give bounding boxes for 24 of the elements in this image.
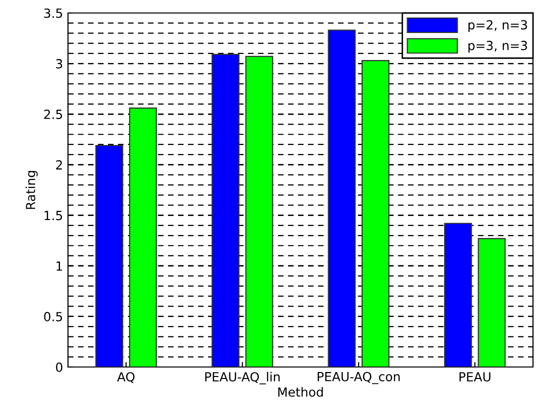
y-tick-label: 1.5 (44, 210, 62, 220)
y-tick-label: 0 (56, 362, 62, 372)
y-tick-label: 3 (56, 59, 62, 68)
x-axis-title: Method (278, 387, 323, 397)
x-tick-label: PEAU-AQ_con (318, 372, 400, 384)
legend-label: p=3, n=3 (468, 40, 527, 53)
bar (328, 30, 356, 367)
y-tick-label: 2 (56, 160, 62, 170)
x-tick-label: PEAU (460, 372, 490, 382)
legend-label: p=2, n=3 (468, 20, 527, 32)
x-tick-label: PEAU-AQ_lin (205, 372, 280, 384)
bar (212, 54, 240, 367)
bar (95, 144, 124, 367)
bar (245, 56, 274, 367)
bar (478, 238, 506, 367)
x-tick-label: AQ (117, 372, 135, 383)
bar (444, 222, 472, 367)
y-tick-label: 3.5 (44, 8, 62, 18)
y-tick-label: 0.5 (44, 312, 62, 322)
y-axis-title: Rating (26, 170, 38, 209)
y-tick-label: 2.5 (44, 110, 62, 120)
bar (362, 60, 390, 367)
y-tick-label: 1 (56, 261, 62, 271)
bar (129, 108, 157, 367)
